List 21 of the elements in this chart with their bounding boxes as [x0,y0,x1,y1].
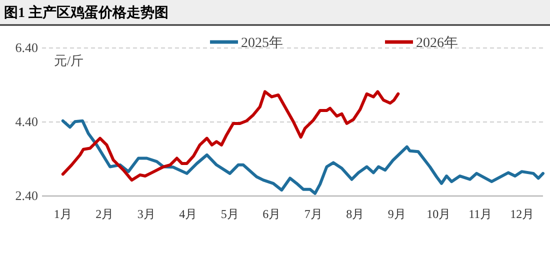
y-tick-label: 4.40 [15,114,38,129]
y-tick-label: 2.40 [15,188,38,203]
y-axis-title: 元/斤 [54,53,84,68]
y-tick-label: 6.40 [15,40,38,55]
x-tick-label: 1月 [54,207,72,221]
x-tick-label: 3月 [137,207,156,221]
x-tick-label: 10月 [426,207,451,221]
x-tick-label: 2月 [96,207,114,221]
chart-title: 图1 主产区鸡蛋价格走势图 [4,4,168,21]
x-tick-label: 4月 [179,207,198,221]
x-tick-label: 7月 [304,207,322,221]
x-tick-label: 12月 [510,207,534,221]
x-tick-label: 5月 [220,207,239,221]
line-series [61,119,544,195]
x-tick-label: 11月 [468,207,492,221]
x-tick-label: 6月 [262,207,281,221]
x-tick-label: 8月 [346,207,364,221]
legend-label: 2025年 [241,35,283,51]
x-tick-label: 9月 [388,207,406,221]
legend-label: 2026年 [416,35,458,51]
line-series [61,90,400,182]
